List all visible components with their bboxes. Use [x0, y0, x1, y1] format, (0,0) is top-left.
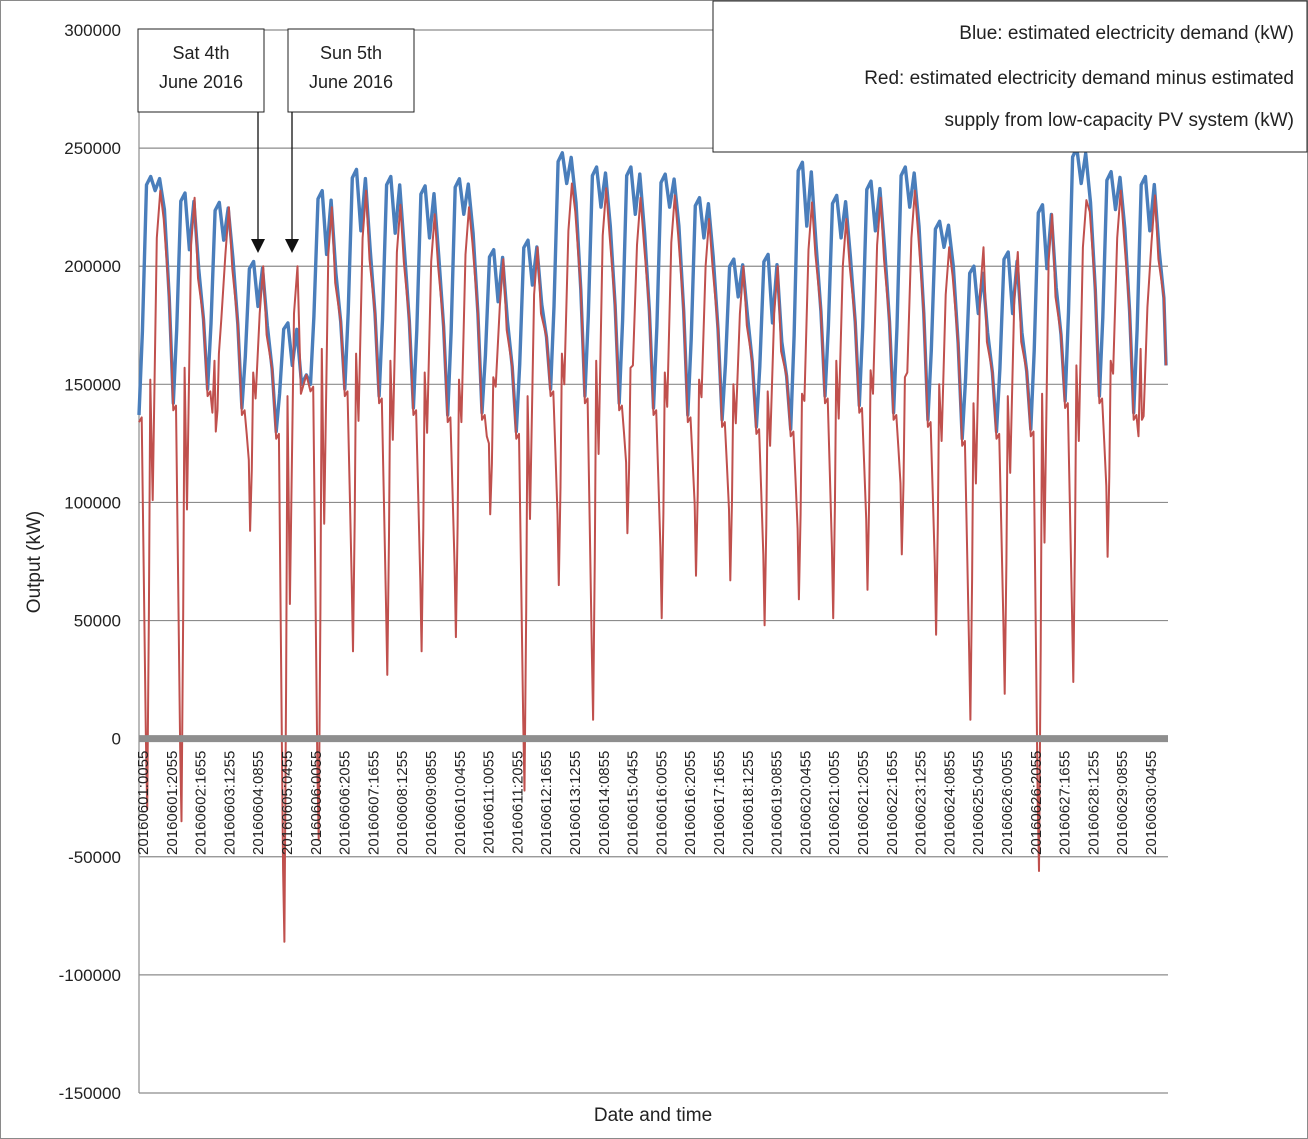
x-tick-label: 20160625:0455 [970, 751, 987, 855]
legend-line-red-1: Red: estimated electricity demand minus … [864, 68, 1294, 89]
legend: Blue: estimated electricity demand (kW) … [712, 0, 1308, 153]
x-tick-label: 20160606:0055 [308, 751, 325, 855]
annotation-line: June 2016 [159, 72, 243, 92]
y-tick-label: 300000 [64, 21, 121, 40]
x-tick-label: 20160601:2055 [164, 751, 181, 855]
annotation-arrow-head [251, 239, 265, 253]
y-tick-label: 100000 [64, 493, 121, 512]
x-tick-label: 20160612:1655 [538, 751, 555, 855]
x-tick-label: 20160615:0455 [625, 751, 642, 855]
x-tick-label: 20160616:2055 [682, 751, 699, 855]
x-tick-label: 20160609:0855 [423, 751, 440, 855]
annotation-box [137, 28, 265, 113]
legend-line-red-2: supply from low-capacity PV system (kW) [945, 110, 1294, 131]
x-tick-label: 20160630:0455 [1143, 751, 1160, 855]
annotation-line: June 2016 [309, 72, 393, 92]
y-tick-label: 200000 [64, 257, 121, 276]
y-tick-label: 0 [112, 730, 121, 749]
x-axis-title: Date and time [594, 1105, 712, 1126]
x-tick-label: 20160628:1255 [1085, 751, 1102, 855]
x-tick-label: 20160626:0055 [999, 751, 1016, 855]
annotations: Sat 4th June 2016 Sun 5th June 2016 [137, 28, 415, 253]
x-tick-label: 20160607:1655 [365, 751, 382, 855]
y-tick-label: 150000 [64, 375, 121, 394]
x-tick-label: 20160626:2055 [1028, 751, 1045, 855]
x-tick-label: 20160619:0855 [769, 751, 786, 855]
y-axis-tick-labels: 300000 250000 200000 150000 100000 50000 0 -500… [59, 21, 121, 1103]
x-tick-label: 20160624:0855 [941, 751, 958, 855]
x-tick-label: 20160623:1255 [913, 751, 930, 855]
x-tick-label: 20160601:0055 [135, 751, 152, 855]
y-axis-title: Output (kW) [24, 511, 45, 613]
x-tick-label: 20160603:1255 [221, 751, 238, 855]
annotation-sat-4th: Sat 4th June 2016 [137, 28, 265, 253]
x-tick-label: 20160627:1655 [1057, 751, 1074, 855]
x-tick-label: 20160621:2055 [855, 751, 872, 855]
y-tick-label: -50000 [68, 848, 121, 867]
x-tick-label: 20160621:0055 [826, 751, 843, 855]
x-tick-label: 20160618:1255 [740, 751, 757, 855]
x-tick-label: 20160604:0855 [250, 751, 267, 855]
annotation-sun-5th: Sun 5th June 2016 [285, 28, 415, 253]
x-tick-label: 20160606:2055 [337, 751, 354, 855]
x-tick-label: 20160617:1655 [711, 751, 728, 855]
x-tick-label: 20160611:0055 [481, 751, 498, 854]
x-tick-label: 20160613:1255 [567, 751, 584, 855]
y-tick-label: -150000 [59, 1084, 121, 1103]
x-tick-label: 20160614:0855 [596, 751, 613, 855]
x-tick-label: 20160611:2055 [509, 751, 526, 854]
plot-series [137, 146, 1168, 943]
annotation-box [287, 28, 415, 113]
x-tick-label: 20160616:0055 [653, 751, 670, 855]
x-tick-label: 20160622:1655 [884, 751, 901, 855]
y-tick-label: 250000 [64, 139, 121, 158]
x-tick-label: 20160602:1655 [193, 751, 210, 855]
legend-box [712, 0, 1308, 153]
y-tick-label: 50000 [74, 612, 121, 631]
annotation-line: Sat 4th [172, 43, 229, 63]
x-tick-label: 20160605:0455 [279, 751, 296, 855]
x-tick-label: 20160610:0455 [452, 751, 469, 855]
series-line-red [138, 182, 1167, 943]
x-tick-label: 20160620:0455 [797, 751, 814, 855]
legend-line-blue: Blue: estimated electricity demand (kW) [959, 23, 1294, 44]
annotation-line: Sun 5th [320, 43, 382, 63]
annotation-arrow-head [285, 239, 299, 253]
x-tick-label: 20160608:1255 [394, 751, 411, 855]
x-axis-tick-labels: 20160601:0055 20160601:2055 20160602:1655 2… [135, 751, 1160, 855]
y-tick-label: -100000 [59, 966, 121, 985]
x-tick-label: 20160629:0855 [1114, 751, 1131, 855]
